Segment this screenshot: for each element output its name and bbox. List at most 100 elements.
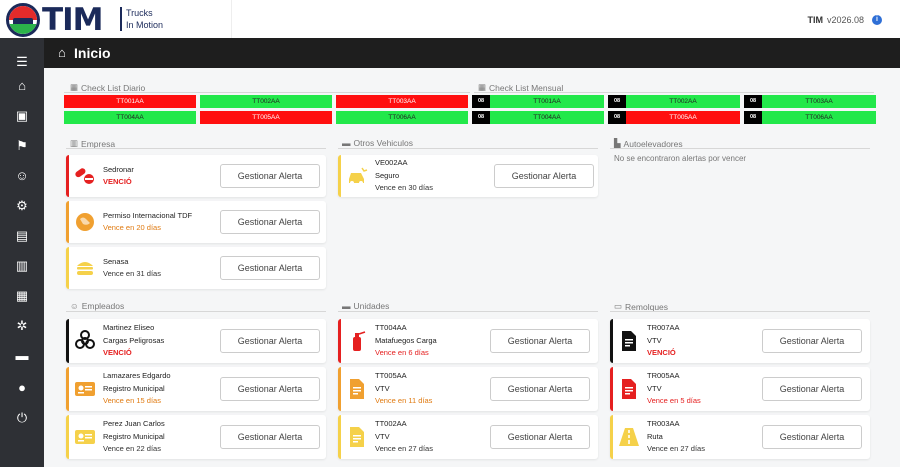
document-icon: [618, 330, 640, 352]
logo-icon: [6, 3, 40, 37]
gestionar-alerta-button[interactable]: Gestionar Alerta: [762, 329, 862, 353]
checklist-mensual-item[interactable]: 08 TT003AA: [744, 95, 876, 108]
calendar-icon: ▦: [478, 82, 487, 92]
gestionar-alerta-button[interactable]: Gestionar Alerta: [220, 164, 320, 188]
extinguisher-icon: [346, 330, 368, 352]
alert-accent-bar: [610, 415, 613, 459]
sidebar-cogs-icon[interactable]: ✲: [16, 318, 28, 333]
checklist-mensual-code: TT002AA: [669, 98, 697, 105]
checklist-diario-item[interactable]: TT001AA: [64, 95, 196, 108]
gestionar-alerta-button[interactable]: Gestionar Alerta: [490, 329, 590, 353]
sidebar-basket-icon[interactable]: ▥: [15, 258, 29, 273]
users-icon: ☺: [70, 301, 79, 311]
page-header: ⌂ Inicio: [44, 38, 900, 68]
sidebar-flag-icon[interactable]: ⚑: [16, 138, 28, 153]
alert-card: Sedronar VENCIÓ Gestionar Alerta: [66, 155, 326, 197]
alert-text: Permiso Internacional TDF Vence en 20 día…: [103, 210, 192, 235]
alert-title: Lamazares Edgardo: [103, 371, 171, 381]
forklift-icon: ▙: [614, 138, 621, 148]
checklist-mensual-item[interactable]: 08 TT005AA: [608, 111, 740, 124]
alert-accent-bar: [66, 319, 69, 363]
gestionar-alerta-button[interactable]: Gestionar Alerta: [220, 256, 320, 280]
alert-card: TT005AA VTV Vence en 11 días Gestionar Aler…: [338, 367, 598, 411]
sidebar-boxes-icon[interactable]: ▦: [15, 288, 29, 303]
sidebar-power-icon[interactable]: ⏻: [16, 410, 28, 425]
checklist-month-badge: 08: [472, 111, 490, 124]
divider: [338, 148, 598, 149]
burger-icon: [74, 257, 96, 279]
checklist-diario-item[interactable]: TT002AA: [200, 95, 332, 108]
info-icon[interactable]: i: [872, 15, 882, 25]
alert-title: TT004AA: [375, 323, 407, 333]
alert-subtitle: Registro Municipal: [103, 383, 165, 393]
logo-subtitle-line2: In Motion: [126, 20, 164, 30]
gestionar-alerta-button[interactable]: Gestionar Alerta: [762, 425, 862, 449]
checklist-diario-label: ▦ Check List Diario: [70, 82, 145, 93]
sidebar-folder-icon[interactable]: ▬: [15, 348, 29, 363]
alert-status: Vence en 15 días: [103, 396, 161, 406]
alert-text: TT002AA VTV Vence en 27 días: [375, 418, 433, 456]
checklist-mensual-item[interactable]: 08 TT001AA: [472, 95, 604, 108]
alert-status: Vence en 22 días: [103, 444, 161, 454]
logo-subtitle-line1: Trucks: [126, 8, 153, 18]
sidebar-user-icon[interactable]: ●: [18, 380, 26, 395]
alert-status: Vence en 27 días: [375, 444, 433, 454]
alert-subtitle: VTV: [375, 383, 390, 393]
sidebar-file-icon[interactable]: ▤: [15, 228, 29, 243]
alert-card: TT004AA Matafuegos Carga Vence en 6 días Ge…: [338, 319, 598, 363]
alert-accent-bar: [66, 415, 69, 459]
alert-title: Perez Juan Carlos: [103, 419, 165, 429]
gestionar-alerta-button[interactable]: Gestionar Alerta: [220, 377, 320, 401]
gestionar-alerta-button[interactable]: Gestionar Alerta: [220, 210, 320, 234]
section-unidades-title: Unidades: [353, 301, 390, 311]
alert-status: Vence en 11 días: [375, 396, 433, 406]
gestionar-alerta-button[interactable]: Gestionar Alerta: [494, 164, 594, 188]
gestionar-alerta-button[interactable]: Gestionar Alerta: [220, 425, 320, 449]
document-icon: [346, 378, 368, 400]
logo-text: TIM: [42, 2, 104, 38]
checklist-diario-item[interactable]: TT003AA: [336, 95, 468, 108]
sidebar: ☰ ⌂ ▣ ⚑ ☺ ⚙ ▤ ▥ ▦ ✲ ▬ ● ⏻: [0, 38, 44, 467]
sidebar-users-icon[interactable]: ☺: [15, 168, 29, 183]
sidebar-bus-icon[interactable]: ▣: [15, 108, 29, 123]
checklist-mensual-item[interactable]: 08 TT002AA: [608, 95, 740, 108]
checklist-mensual-code: TT003AA: [805, 98, 833, 105]
alert-status: VENCIÓ: [103, 177, 132, 186]
gestionar-alerta-button[interactable]: Gestionar Alerta: [762, 377, 862, 401]
checklist-mensual-code: TT001AA: [533, 98, 561, 105]
car-icon: ▬: [342, 138, 351, 148]
sidebar-user-cog-icon[interactable]: ⚙: [16, 198, 28, 213]
gestionar-alerta-button[interactable]: Gestionar Alerta: [490, 377, 590, 401]
gestionar-alerta-button[interactable]: Gestionar Alerta: [490, 425, 590, 449]
alert-title: TR003AA: [647, 419, 680, 429]
checklist-mensual-code: TT004AA: [533, 114, 561, 121]
checklist-mensual-item[interactable]: 08 TT006AA: [744, 111, 876, 124]
truck-icon: ▬: [342, 301, 351, 311]
gestionar-alerta-button[interactable]: Gestionar Alerta: [220, 329, 320, 353]
sidebar-menu-icon[interactable]: ☰: [16, 54, 28, 69]
checklist-month-badge: 08: [608, 111, 626, 124]
alert-subtitle: VTV: [647, 383, 662, 393]
checklist-mensual-code: TT005AA: [669, 114, 697, 121]
home-icon: ⌂: [58, 45, 66, 60]
divider: [338, 311, 598, 312]
no-alerts-message: No se encontraron alertas por vencer: [614, 154, 747, 163]
checklist-diario-item[interactable]: TT005AA: [200, 111, 332, 124]
alert-card: Senasa Vence en 31 días Gestionar Alerta: [66, 247, 326, 289]
checklist-diario-item[interactable]: TT006AA: [336, 111, 468, 124]
divider: [610, 311, 870, 312]
id-card-icon: [74, 426, 96, 448]
section-otros-title: Otros Vehiculos: [353, 138, 414, 148]
alert-card: TR007AA VTV VENCIÓ Gestionar Alerta: [610, 319, 870, 363]
alert-subtitle: Matafuegos Carga: [375, 335, 437, 345]
checklist-diario-item[interactable]: TT004AA: [64, 111, 196, 124]
sidebar-home-icon[interactable]: ⌂: [18, 78, 26, 93]
alert-status: VENCIÓ: [103, 348, 132, 358]
building-icon: ▥: [70, 138, 79, 148]
checklist-diario-title: Check List Diario: [81, 82, 146, 93]
checklist-mensual-item[interactable]: 08 TT004AA: [472, 111, 604, 124]
brand-area[interactable]: TIM Trucks In Motion: [0, 0, 232, 38]
alert-title: VE002AA: [375, 158, 408, 168]
main-content: ▦ Check List Diario ▦ Check List Mensual…: [44, 68, 900, 467]
alert-accent-bar: [338, 155, 341, 197]
